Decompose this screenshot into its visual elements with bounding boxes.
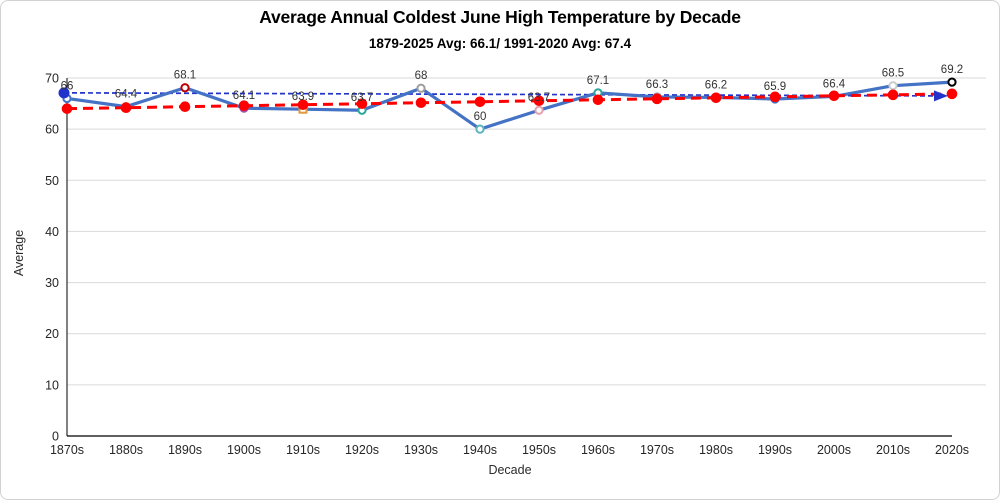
data-label: 63.7 (351, 92, 373, 104)
data-label: 64.4 (115, 89, 138, 101)
x-tick-label: 1990s (758, 443, 792, 457)
x-tick-label: 1970s (640, 443, 674, 457)
y-tick-label: 40 (45, 225, 59, 239)
trend-point (592, 94, 604, 106)
data-label: 63.9 (292, 91, 314, 103)
y-tick-label: 70 (45, 72, 59, 86)
data-label: 60 (474, 111, 487, 123)
y-axis-title: Average (12, 229, 26, 277)
x-tick-label: 1910s (286, 443, 320, 457)
x-tick-label: 2010s (876, 443, 910, 457)
trend-point (769, 91, 781, 103)
x-tick-label: 2000s (817, 443, 851, 457)
data-point-marker (416, 83, 426, 93)
data-label: 69.2 (941, 64, 963, 76)
data-point-marker (534, 105, 544, 115)
data-label: 68.5 (882, 68, 904, 80)
average-arrow-line (63, 91, 937, 97)
trend-point (887, 89, 899, 101)
data-label: 63.7 (528, 92, 550, 104)
trend-point (179, 101, 191, 112)
y-tick-label: 0 (52, 430, 59, 444)
chart-title: Average Annual Coldest June High Tempera… (259, 7, 741, 27)
y-tick-label: 20 (45, 327, 59, 341)
trend-point (61, 103, 73, 114)
x-axis-title: Decade (488, 463, 532, 477)
trend-point (946, 88, 958, 100)
trend-point (710, 92, 722, 104)
data-label: 66.4 (823, 78, 846, 90)
trend-point (415, 97, 427, 109)
trend-point (828, 90, 840, 102)
data-label: 64.1 (233, 90, 255, 102)
trend-point (238, 100, 250, 112)
y-tick-label: 60 (45, 123, 59, 137)
average-arrow-head (934, 90, 948, 102)
x-tick-label: 2020s (935, 443, 969, 457)
trend-line (66, 92, 953, 111)
x-tick-label: 1900s (227, 443, 261, 457)
trend-point (356, 98, 368, 110)
trend-point (533, 95, 545, 107)
x-tick-label: 1920s (345, 443, 379, 457)
x-tick-label: 1930s (404, 443, 438, 457)
data-label: 66.2 (705, 79, 727, 91)
data-point-marker (475, 124, 485, 134)
data-label: 68.1 (174, 70, 196, 82)
y-tick-label: 10 (45, 378, 59, 392)
trend-point (474, 96, 486, 108)
data-label: 67.1 (587, 75, 609, 87)
chart-subtitle: 1879-2025 Avg: 66.1/ 1991-2020 Avg: 67.4 (368, 36, 632, 51)
data-point-marker (180, 83, 190, 93)
data-point-marker (947, 77, 957, 87)
x-tick-label: 1940s (463, 443, 497, 457)
data-label: 68 (415, 70, 428, 82)
trend-point (651, 93, 663, 105)
x-tick-label: 1950s (522, 443, 556, 457)
x-tick-label: 1890s (168, 443, 202, 457)
y-tick-label: 50 (45, 174, 59, 188)
data-label: 66 (61, 80, 74, 92)
data-label: 65.9 (764, 81, 786, 93)
data-point-marker (888, 81, 898, 91)
y-tick-label: 30 (45, 276, 59, 290)
x-tick-label: 1870s (50, 443, 84, 457)
average-arrow-start-dot (58, 87, 70, 99)
x-tick-label: 1980s (699, 443, 733, 457)
trend-point (120, 102, 132, 114)
x-tick-label: 1880s (109, 443, 143, 457)
x-tick-label: 1960s (581, 443, 615, 457)
trend-point (297, 99, 309, 111)
data-label: 66.3 (646, 79, 668, 91)
